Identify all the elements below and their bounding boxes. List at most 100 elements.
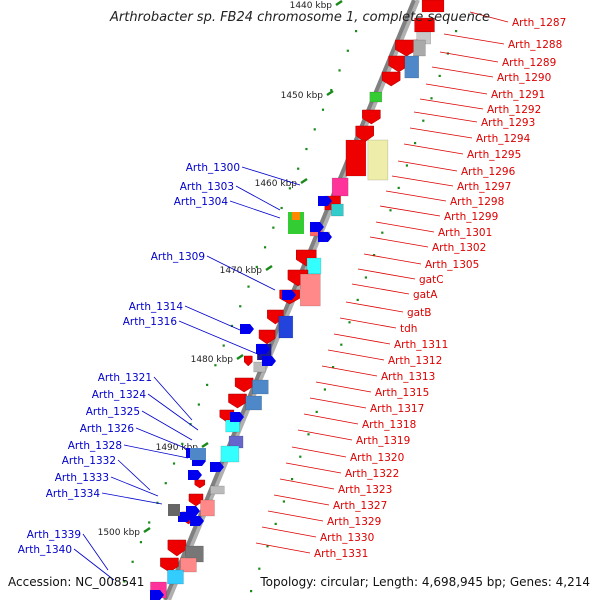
label-leader — [206, 255, 276, 291]
minor-tick — [148, 521, 151, 524]
reverse-gene-arrow — [190, 516, 204, 526]
reverse-gene-arrow — [150, 590, 164, 600]
minor-tick — [405, 164, 408, 167]
label-leader — [135, 427, 191, 451]
label-leader — [184, 305, 241, 331]
minor-tick — [340, 343, 343, 346]
gene-label-arth_1290: Arth_1290 — [497, 72, 551, 84]
gene-box — [168, 504, 180, 516]
minor-tick — [389, 209, 392, 212]
gene-label-arth_1317: Arth_1317 — [370, 403, 424, 415]
kbp-tick-label: 1480 kbp — [191, 355, 234, 365]
gene-label-gata: gatA — [413, 289, 438, 301]
gene-label-arth_1297: Arth_1297 — [457, 181, 511, 193]
gene-box — [367, 139, 389, 181]
label-leader — [309, 397, 367, 409]
label-leader — [345, 301, 404, 313]
minor-tick — [291, 478, 294, 481]
gene-label-arth_1323: Arth_1323 — [338, 484, 392, 496]
gene-label-arth_1328: Arth_1328 — [68, 440, 122, 452]
label-leader — [391, 175, 454, 187]
gene-arrow — [194, 479, 206, 489]
reverse-gene-arrow — [262, 356, 276, 366]
gene-label-arth_1296: Arth_1296 — [461, 166, 516, 178]
kbp-tick-label: 1500 kbp — [98, 528, 141, 538]
gene-box — [300, 273, 321, 307]
label-leader — [315, 381, 372, 393]
gene-box — [306, 257, 322, 275]
gene-arrow — [160, 557, 179, 573]
gene-box — [369, 91, 383, 103]
gene-box — [220, 445, 240, 463]
minor-tick — [455, 30, 458, 33]
gene-label-arth_1292: Arth_1292 — [487, 104, 541, 116]
minor-tick — [307, 433, 310, 436]
gene-label-arth_1329: Arth_1329 — [327, 516, 381, 528]
reverse-gene-arrow — [282, 290, 296, 300]
gene-label-arth_1289: Arth_1289 — [502, 57, 556, 69]
gene-label-arth_1315: Arth_1315 — [375, 387, 429, 399]
gene-label-arth_1319: Arth_1319 — [356, 435, 410, 447]
gene-box — [210, 485, 225, 495]
label-leader — [123, 444, 189, 459]
minor-tick — [313, 128, 316, 131]
label-leader — [229, 200, 281, 219]
label-leader — [178, 320, 261, 356]
label-leader — [375, 221, 435, 233]
gene-box — [331, 203, 344, 217]
gene-arrow — [234, 377, 254, 393]
minor-tick — [266, 545, 269, 548]
label-leader — [261, 526, 317, 538]
gene-label-arth_1313: Arth_1313 — [381, 371, 435, 383]
minor-tick — [297, 167, 300, 170]
label-leader — [153, 376, 193, 421]
gene-label-arth_1331: Arth_1331 — [314, 548, 368, 560]
label-leader — [385, 190, 447, 202]
gene-arrow — [244, 355, 253, 367]
label-leader — [321, 365, 378, 377]
reverse-gene-arrow — [256, 344, 270, 354]
label-leader — [82, 533, 109, 571]
reverse-gene-arrow — [230, 412, 244, 422]
minor-tick — [321, 108, 325, 111]
gene-arrow — [362, 109, 381, 125]
gene-label-arth_1318: Arth_1318 — [362, 419, 416, 431]
minor-tick — [206, 383, 209, 386]
label-leader — [327, 349, 385, 361]
gene-box — [421, 0, 445, 13]
minor-tick — [274, 522, 277, 525]
gene-box — [252, 379, 269, 395]
gene-label-arth_1304: Arth_1304 — [174, 196, 229, 208]
minor-tick — [364, 276, 367, 279]
gene-label-arth_1340: Arth_1340 — [18, 544, 72, 556]
minor-tick — [338, 69, 341, 72]
reverse-gene-arrow — [240, 324, 254, 334]
minor-tick — [172, 462, 176, 465]
minor-tick — [222, 344, 225, 347]
gene-label-arth_1303: Arth_1303 — [180, 181, 234, 193]
label-leader — [273, 494, 330, 506]
label-leader — [379, 205, 441, 217]
reverse-gene-arrow — [210, 462, 224, 472]
reverse-gene-arrow — [178, 512, 192, 522]
gene-features — [150, 0, 445, 600]
minor-tick — [299, 455, 302, 458]
reverse-gene-arrow — [186, 506, 200, 516]
minor-tick — [422, 119, 425, 122]
kbp-tick-mark — [265, 264, 273, 272]
label-leader — [425, 83, 488, 95]
gene-label-arth_1309: Arth_1309 — [151, 251, 205, 263]
gene-label-arth_1288: Arth_1288 — [508, 39, 562, 51]
label-leader — [333, 333, 391, 345]
gene-label-arth_1300: Arth_1300 — [186, 162, 240, 174]
label-leader — [255, 542, 311, 554]
gene-label-arth_1291: Arth_1291 — [491, 89, 545, 101]
reverse-gene-labels: Arth_1300 Arth_1303 Arth_1304 Arth_1309 Arth… — [18, 162, 301, 581]
forward-gene-labels: Arth_1287 Arth_1288 Arth_1289 Arth_1290 Arth… — [255, 11, 566, 560]
label-leader — [443, 33, 505, 45]
gene-label-arth_1339: Arth_1339 — [27, 529, 81, 541]
minor-tick — [258, 567, 261, 570]
kbp-tick-mark — [201, 441, 209, 449]
minor-tick — [139, 541, 143, 544]
